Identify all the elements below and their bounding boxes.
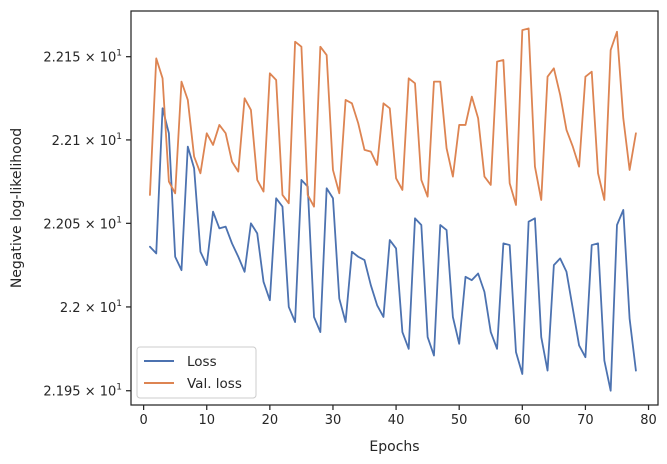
x-tick-label: 70 xyxy=(577,413,594,428)
legend-box xyxy=(136,346,257,399)
x-tick-label: 30 xyxy=(325,413,342,428)
x-tick-label: 10 xyxy=(198,413,215,428)
y-axis-ticks: 2.195 × 101 2.2 × 101 2.205 × 101 2.21 × 10… xyxy=(43,49,131,400)
x-tick-label: 0 xyxy=(139,413,147,428)
x-axis-ticks: 0 10 20 30 40 50 60 70 80 xyxy=(139,405,657,428)
legend-label-loss: Loss xyxy=(187,354,217,370)
y-tick-label: 2.195 × 101 xyxy=(43,383,122,400)
x-tick-label: 60 xyxy=(514,413,531,428)
y-tick-label: 2.205 × 101 xyxy=(43,215,122,232)
plot-area xyxy=(130,10,659,406)
x-tick-label: 50 xyxy=(451,413,468,428)
series-line-loss xyxy=(149,107,637,392)
y-tick-label: 2.215 × 101 xyxy=(43,49,122,66)
y-axis-label: Negative log-likelihood xyxy=(9,128,25,288)
y-tick-label: 2.2 × 101 xyxy=(60,299,122,316)
x-tick-label: 80 xyxy=(640,413,657,428)
x-axis-label: Epochs xyxy=(369,439,419,455)
y-tick-label: 2.21 × 101 xyxy=(52,132,122,149)
x-tick-label: 20 xyxy=(262,413,279,428)
x-tick-label: 40 xyxy=(388,413,405,428)
legend-label-val-loss: Val. loss xyxy=(187,376,242,392)
legend: Loss Val. loss xyxy=(136,346,257,399)
series-line-val-loss xyxy=(149,27,637,208)
series-layer xyxy=(149,27,637,392)
